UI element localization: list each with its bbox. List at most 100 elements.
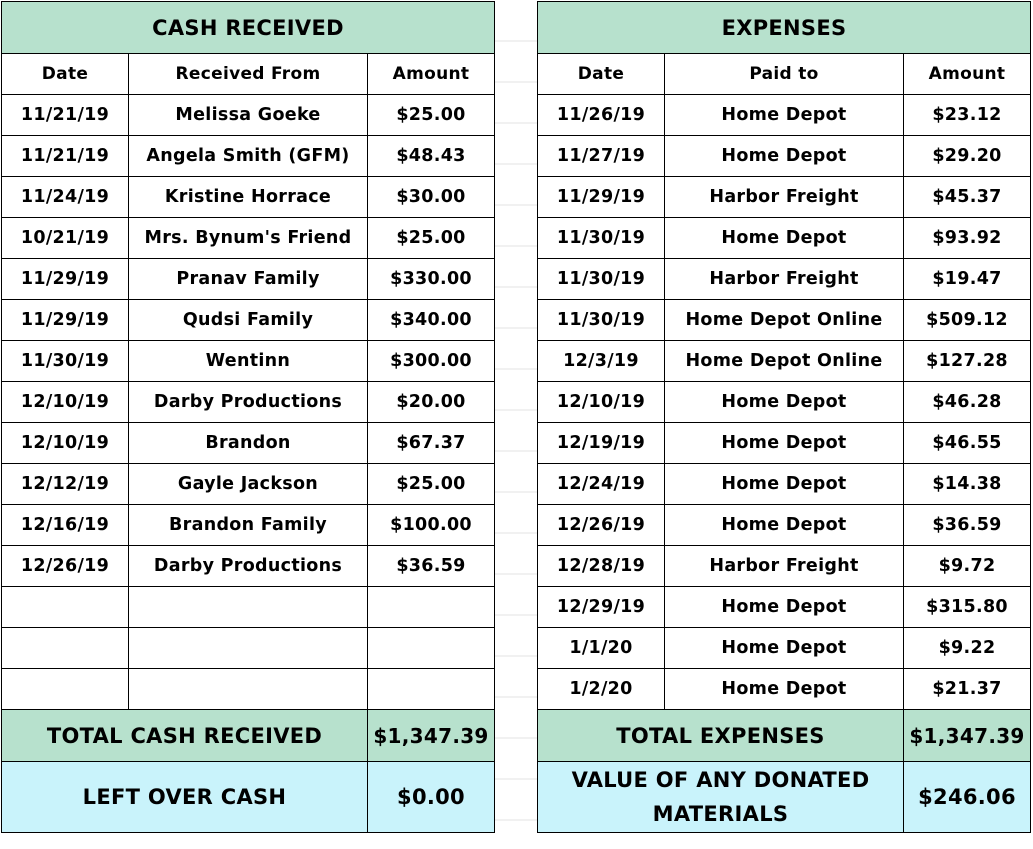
expense-amount-cell[interactable]: $509.12 bbox=[903, 299, 1031, 341]
cash-date-cell[interactable] bbox=[1, 627, 129, 669]
expense-date-cell[interactable]: 12/28/19 bbox=[537, 545, 665, 587]
cash-amount-cell[interactable]: $36.59 bbox=[367, 545, 495, 587]
expense-paid-to-cell[interactable]: Home Depot bbox=[664, 94, 904, 136]
donated-materials-value[interactable]: $246.06 bbox=[903, 761, 1031, 833]
cash-from-cell[interactable]: Kristine Horrace bbox=[128, 176, 368, 218]
left-over-cash-value[interactable]: $0.00 bbox=[367, 761, 495, 833]
cash-from-cell[interactable]: Wentinn bbox=[128, 340, 368, 382]
cash-amount-cell[interactable]: $25.00 bbox=[367, 217, 495, 259]
cash-amount-header[interactable]: Amount bbox=[367, 53, 495, 95]
expense-date-cell[interactable]: 11/30/19 bbox=[537, 258, 665, 300]
expenses-title[interactable]: EXPENSES bbox=[537, 1, 1031, 54]
cash-from-cell[interactable] bbox=[128, 668, 368, 710]
total-expenses-label[interactable]: TOTAL EXPENSES bbox=[537, 709, 904, 762]
expense-amount-cell[interactable]: $315.80 bbox=[903, 586, 1031, 628]
left-over-cash-label[interactable]: LEFT OVER CASH bbox=[1, 761, 368, 833]
cash-amount-cell[interactable]: $20.00 bbox=[367, 381, 495, 423]
cash-amount-cell[interactable]: $100.00 bbox=[367, 504, 495, 546]
cash-from-cell[interactable]: Gayle Jackson bbox=[128, 463, 368, 505]
cash-date-cell[interactable]: 11/24/19 bbox=[1, 176, 129, 218]
cash-from-cell[interactable]: Mrs. Bynum's Friend bbox=[128, 217, 368, 259]
expense-date-cell[interactable]: 12/10/19 bbox=[537, 381, 665, 423]
cash-amount-cell[interactable]: $330.00 bbox=[367, 258, 495, 300]
expense-date-cell[interactable]: 1/1/20 bbox=[537, 627, 665, 669]
expense-amount-cell[interactable]: $21.37 bbox=[903, 668, 1031, 710]
expense-date-cell[interactable]: 12/24/19 bbox=[537, 463, 665, 505]
cash-date-cell[interactable] bbox=[1, 668, 129, 710]
expense-paid-to-cell[interactable]: Home Depot bbox=[664, 217, 904, 259]
cash-received-title[interactable]: CASH RECEIVED bbox=[1, 1, 495, 54]
expense-amount-cell[interactable]: $93.92 bbox=[903, 217, 1031, 259]
cash-date-cell[interactable]: 10/21/19 bbox=[1, 217, 129, 259]
expense-date-cell[interactable]: 11/30/19 bbox=[537, 217, 665, 259]
expense-amount-cell[interactable]: $9.22 bbox=[903, 627, 1031, 669]
expense-paid-to-cell[interactable]: Home Depot Online bbox=[664, 299, 904, 341]
expense-amount-cell[interactable]: $127.28 bbox=[903, 340, 1031, 382]
cash-from-cell[interactable]: Melissa Goeke bbox=[128, 94, 368, 136]
total-expenses-value[interactable]: $1,347.39 bbox=[903, 709, 1031, 762]
cash-date-cell[interactable] bbox=[1, 586, 129, 628]
cash-amount-cell[interactable] bbox=[367, 627, 495, 669]
expense-paid-to-cell[interactable]: Harbor Freight bbox=[664, 258, 904, 300]
expense-date-cell[interactable]: 11/29/19 bbox=[537, 176, 665, 218]
expense-amount-cell[interactable]: $14.38 bbox=[903, 463, 1031, 505]
cash-date-cell[interactable]: 12/10/19 bbox=[1, 381, 129, 423]
expense-date-cell[interactable]: 12/26/19 bbox=[537, 504, 665, 546]
expense-paid-to-cell[interactable]: Home Depot bbox=[664, 504, 904, 546]
expense-date-cell[interactable]: 11/26/19 bbox=[537, 94, 665, 136]
donated-materials-label[interactable]: VALUE OF ANY DONATED MATERIALS bbox=[537, 761, 904, 833]
cash-date-cell[interactable]: 11/29/19 bbox=[1, 299, 129, 341]
total-cash-received-label[interactable]: TOTAL CASH RECEIVED bbox=[1, 709, 368, 762]
expense-paid-to-header[interactable]: Paid to bbox=[664, 53, 904, 95]
expense-paid-to-cell[interactable]: Harbor Freight bbox=[664, 545, 904, 587]
cash-date-cell[interactable]: 12/16/19 bbox=[1, 504, 129, 546]
expense-paid-to-cell[interactable]: Home Depot bbox=[664, 381, 904, 423]
expense-amount-cell[interactable]: $19.47 bbox=[903, 258, 1031, 300]
cash-date-cell[interactable]: 12/12/19 bbox=[1, 463, 129, 505]
cash-from-cell[interactable]: Angela Smith (GFM) bbox=[128, 135, 368, 177]
cash-from-cell[interactable]: Brandon bbox=[128, 422, 368, 464]
cash-date-cell[interactable]: 11/21/19 bbox=[1, 94, 129, 136]
cash-from-cell[interactable]: Brandon Family bbox=[128, 504, 368, 546]
cash-amount-cell[interactable]: $48.43 bbox=[367, 135, 495, 177]
cash-amount-cell[interactable] bbox=[367, 586, 495, 628]
expense-paid-to-cell[interactable]: Home Depot bbox=[664, 586, 904, 628]
cash-from-cell[interactable] bbox=[128, 586, 368, 628]
cash-from-cell[interactable] bbox=[128, 627, 368, 669]
expense-amount-header[interactable]: Amount bbox=[903, 53, 1031, 95]
cash-from-cell[interactable]: Darby Productions bbox=[128, 381, 368, 423]
expense-amount-cell[interactable]: $9.72 bbox=[903, 545, 1031, 587]
expense-paid-to-cell[interactable]: Harbor Freight bbox=[664, 176, 904, 218]
cash-amount-cell[interactable] bbox=[367, 668, 495, 710]
cash-from-cell[interactable]: Pranav Family bbox=[128, 258, 368, 300]
cash-from-cell[interactable]: Qudsi Family bbox=[128, 299, 368, 341]
expense-paid-to-cell[interactable]: Home Depot bbox=[664, 463, 904, 505]
cash-from-header[interactable]: Received From bbox=[128, 53, 368, 95]
expense-paid-to-cell[interactable]: Home Depot bbox=[664, 135, 904, 177]
expense-date-cell[interactable]: 12/3/19 bbox=[537, 340, 665, 382]
expense-date-cell[interactable]: 11/27/19 bbox=[537, 135, 665, 177]
total-cash-received-value[interactable]: $1,347.39 bbox=[367, 709, 495, 762]
expense-date-cell[interactable]: 12/29/19 bbox=[537, 586, 665, 628]
cash-date-cell[interactable]: 12/26/19 bbox=[1, 545, 129, 587]
cash-amount-cell[interactable]: $25.00 bbox=[367, 463, 495, 505]
expense-paid-to-cell[interactable]: Home Depot bbox=[664, 668, 904, 710]
cash-amount-cell[interactable]: $300.00 bbox=[367, 340, 495, 382]
expense-date-cell[interactable]: 11/30/19 bbox=[537, 299, 665, 341]
cash-date-header[interactable]: Date bbox=[1, 53, 129, 95]
expense-amount-cell[interactable]: $46.55 bbox=[903, 422, 1031, 464]
expense-amount-cell[interactable]: $36.59 bbox=[903, 504, 1031, 546]
cash-date-cell[interactable]: 11/29/19 bbox=[1, 258, 129, 300]
expense-paid-to-cell[interactable]: Home Depot bbox=[664, 627, 904, 669]
cash-amount-cell[interactable]: $30.00 bbox=[367, 176, 495, 218]
expense-date-cell[interactable]: 12/19/19 bbox=[537, 422, 665, 464]
cash-amount-cell[interactable]: $25.00 bbox=[367, 94, 495, 136]
expense-amount-cell[interactable]: $45.37 bbox=[903, 176, 1031, 218]
cash-from-cell[interactable]: Darby Productions bbox=[128, 545, 368, 587]
cash-amount-cell[interactable]: $67.37 bbox=[367, 422, 495, 464]
expense-paid-to-cell[interactable]: Home Depot bbox=[664, 422, 904, 464]
expense-amount-cell[interactable]: $46.28 bbox=[903, 381, 1031, 423]
expense-amount-cell[interactable]: $23.12 bbox=[903, 94, 1031, 136]
cash-date-cell[interactable]: 11/21/19 bbox=[1, 135, 129, 177]
cash-date-cell[interactable]: 11/30/19 bbox=[1, 340, 129, 382]
